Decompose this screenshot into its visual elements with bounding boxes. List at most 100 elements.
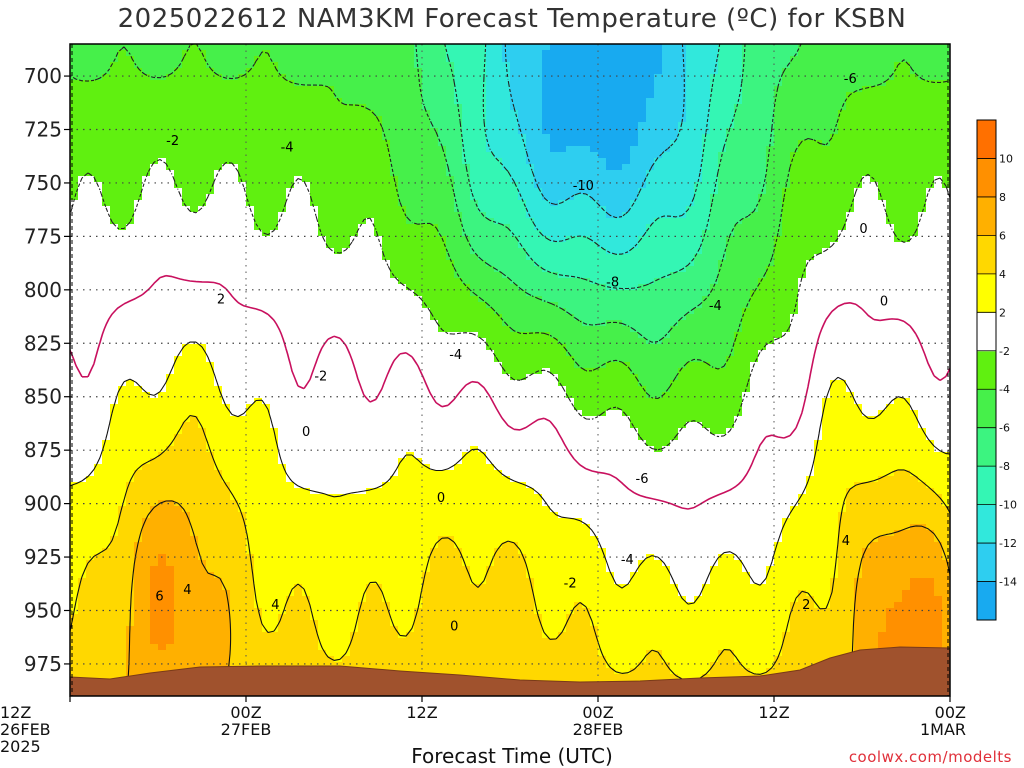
field-cell [70,566,79,573]
field-cell [230,188,239,195]
field-cell [246,92,255,99]
field-cell [342,158,351,165]
field-cell [318,620,327,627]
field-cell [182,176,191,183]
field-cell [334,440,343,447]
field-cell [302,224,311,231]
field-cell [270,170,279,177]
field-cell [78,206,87,213]
field-cell [190,518,199,525]
field-cell [278,284,287,291]
field-cell [206,554,215,561]
field-cell [214,602,223,609]
field-cell [238,44,247,51]
field-cell [254,284,263,291]
field-cell [150,554,159,561]
field-cell [214,638,223,645]
field-cell [342,248,351,255]
field-cell [182,284,191,291]
field-cell [190,272,199,279]
field-cell [326,158,335,165]
field-cell [350,194,359,201]
field-cell [334,260,343,267]
field-cell [102,80,111,87]
field-cell [230,488,239,495]
field-cell [278,476,287,483]
field-cell [294,170,303,177]
field-cell [406,380,415,387]
field-cell [174,230,183,237]
field-cell [78,98,87,105]
field-cell [102,284,111,291]
field-cell [86,260,95,267]
field-cell [382,182,391,189]
field-cell [422,602,431,609]
field-cell [166,266,175,273]
field-cell [270,242,279,249]
field-cell [206,332,215,339]
field-cell [142,626,151,633]
field-cell [358,320,367,327]
field-cell [110,278,119,285]
field-cell [166,476,175,483]
field-cell [198,350,207,357]
field-cell [86,560,95,567]
field-cell [318,368,327,375]
field-cell [150,572,159,579]
field-cell [350,386,359,393]
field-cell [318,452,327,459]
field-cell [430,464,439,471]
field-cell [254,326,263,333]
field-cell [430,140,439,147]
field-cell [118,380,127,387]
field-cell [182,380,191,387]
field-cell [414,242,423,249]
field-cell [174,416,183,423]
field-cell [350,560,359,567]
field-cell [406,428,415,435]
field-cell [406,242,415,249]
field-cell [174,320,183,327]
field-cell [430,434,439,441]
field-cell [390,620,399,627]
field-cell [158,188,167,195]
field-cell [294,656,303,663]
field-cell [134,554,143,561]
field-cell [326,200,335,207]
field-cell [142,530,151,537]
field-cell [174,632,183,639]
field-cell [246,74,255,81]
field-cell [318,404,327,411]
field-cell [158,470,167,477]
field-cell [166,464,175,471]
field-cell [86,158,95,165]
field-cell [70,446,79,453]
field-cell [86,248,95,255]
field-cell [406,266,415,273]
field-cell [398,164,407,171]
field-cell [350,248,359,255]
field-cell [334,398,343,405]
field-cell [430,116,439,123]
field-cell [158,518,167,525]
field-cell [86,50,95,57]
field-cell [102,104,111,111]
field-cell [94,128,103,135]
field-cell [198,530,207,537]
field-cell [198,446,207,453]
field-cell [118,368,127,375]
field-cell [110,518,119,525]
field-cell [334,314,343,321]
field-cell [422,200,431,207]
field-cell [270,266,279,273]
field-cell [294,488,303,495]
field-cell [182,398,191,405]
field-cell [326,524,335,531]
field-cell [214,158,223,165]
field-cell [246,518,255,525]
field-cell [366,134,375,141]
field-cell [342,638,351,645]
field-cell [414,248,423,255]
field-cell [246,182,255,189]
field-cell [318,266,327,273]
